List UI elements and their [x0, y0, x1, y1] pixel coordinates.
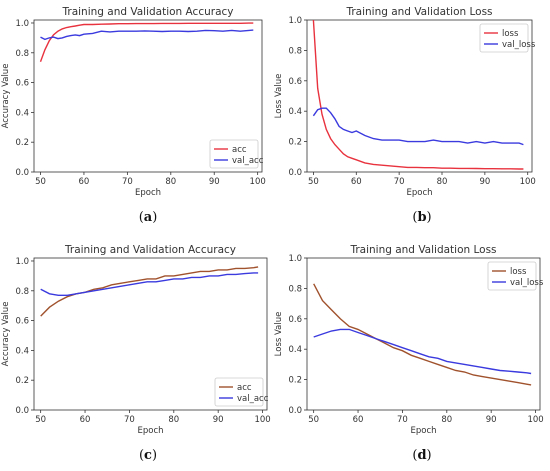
- y-tick-label: 0.0: [288, 406, 302, 416]
- x-tick-label: 60: [353, 415, 364, 425]
- y-tick-label: 0.2: [15, 376, 29, 386]
- legend-label: acc: [232, 145, 247, 155]
- panel-caption: (c): [139, 448, 157, 463]
- x-tick-label: 80: [168, 415, 179, 425]
- panel-caption: (b): [412, 210, 431, 225]
- x-tick-label: 60: [79, 177, 90, 187]
- y-tick-label: 0.0: [15, 168, 29, 178]
- x-tick-label: 90: [209, 177, 220, 187]
- plot-frame: [33, 257, 268, 411]
- x-tick-label: 70: [124, 415, 135, 425]
- y-tick-label: 0.0: [15, 406, 29, 416]
- x-tick-label: 90: [479, 177, 490, 187]
- series-line-val-acc: [40, 29, 254, 41]
- chart-title: Training and Validation Loss: [345, 6, 492, 18]
- y-tick-label: 0.6: [15, 79, 29, 89]
- chart-title: Training and Validation Loss: [349, 244, 496, 256]
- x-tick-label: 100: [254, 415, 270, 425]
- x-axis-label: Epoch: [410, 426, 436, 436]
- y-tick-label: 0.4: [15, 346, 29, 356]
- y-tick-label: 0.6: [288, 315, 302, 325]
- legend-box: [214, 377, 264, 407]
- series-line-acc: [39, 22, 254, 62]
- chart-a: Training and Validation Accuracy 50 60 70 80…: [1, 6, 266, 225]
- y-tick-label: 1.0: [288, 254, 302, 264]
- x-tick-label: 70: [122, 177, 133, 187]
- x-tick-label: 50: [35, 177, 46, 187]
- legend-label: loss: [502, 29, 519, 39]
- legend-label: val_acc: [232, 156, 264, 166]
- y-tick-label: 0.8: [15, 49, 29, 59]
- y-tick-label: 0.8: [288, 46, 302, 56]
- y-tick-label: 1.0: [15, 19, 29, 29]
- y-axis-label: Accuracy Value: [1, 64, 11, 129]
- y-axis-label: Loss Value: [274, 312, 284, 357]
- y-tick-label: 0.8: [15, 287, 29, 297]
- panel-caption: (d): [412, 448, 431, 463]
- series-line-val-loss: [313, 328, 532, 375]
- x-axis-label: Epoch: [406, 188, 432, 198]
- x-tick-label: 90: [213, 415, 224, 425]
- chart-b: Training and Validation Loss 50 60 70 80 90 10…: [274, 6, 536, 225]
- x-tick-label: 70: [394, 177, 405, 187]
- chart-title: Training and Validation Accuracy: [62, 6, 234, 18]
- panel-caption: (a): [139, 210, 158, 225]
- x-tick-label: 80: [437, 177, 448, 187]
- y-tick-label: 0.6: [288, 77, 302, 87]
- x-tick-label: 50: [308, 415, 319, 425]
- series-line-val-acc: [40, 272, 259, 296]
- y-tick-label: 0.4: [15, 108, 29, 118]
- y-axis-label: Accuracy Value: [1, 302, 11, 367]
- legend-box: [487, 261, 537, 291]
- y-tick-label: 0.8: [288, 284, 302, 294]
- x-tick-label: 100: [520, 177, 536, 187]
- plot-frame: [33, 19, 263, 173]
- x-tick-label: 50: [35, 415, 46, 425]
- series-line-loss: [312, 20, 524, 170]
- y-tick-label: 0.2: [288, 376, 302, 386]
- y-tick-label: 0.0: [288, 168, 302, 178]
- y-tick-label: 1.0: [288, 16, 302, 26]
- chart-c: Training and Validation Accuracy 50 60 70 80…: [1, 244, 271, 463]
- x-tick-label: 80: [441, 415, 452, 425]
- x-tick-label: 60: [351, 177, 362, 187]
- legend-label: val_acc: [237, 394, 269, 404]
- plot-frame: [306, 19, 533, 173]
- y-tick-label: 0.2: [15, 138, 29, 148]
- legend-label: loss: [510, 267, 527, 277]
- x-axis-label: Epoch: [135, 188, 161, 198]
- x-axis-label: Epoch: [137, 426, 163, 436]
- x-tick-label: 50: [308, 177, 319, 187]
- plot-frame: [306, 257, 541, 411]
- series-line-val-loss: [312, 107, 524, 146]
- y-tick-label: 0.4: [288, 107, 302, 117]
- y-tick-label: 0.6: [15, 317, 29, 327]
- legend-label: val_loss: [502, 40, 536, 50]
- chart-d: Training and Validation Loss 50 60 70 80 90 10…: [274, 244, 544, 463]
- x-tick-label: 100: [527, 415, 543, 425]
- series-line-loss: [313, 283, 532, 386]
- y-tick-label: 0.4: [288, 345, 302, 355]
- legend-box: [479, 23, 529, 53]
- x-tick-label: 60: [80, 415, 91, 425]
- x-tick-label: 90: [486, 415, 497, 425]
- y-tick-label: 0.2: [288, 138, 302, 148]
- legend-box: [209, 139, 259, 169]
- chart-title: Training and Validation Accuracy: [64, 244, 236, 256]
- x-tick-label: 70: [397, 415, 408, 425]
- x-tick-label: 100: [250, 177, 266, 187]
- legend-label: acc: [237, 383, 252, 393]
- x-tick-label: 80: [165, 177, 176, 187]
- y-axis-label: Loss Value: [274, 74, 284, 119]
- y-tick-label: 1.0: [15, 257, 29, 267]
- legend-label: val_loss: [510, 278, 544, 288]
